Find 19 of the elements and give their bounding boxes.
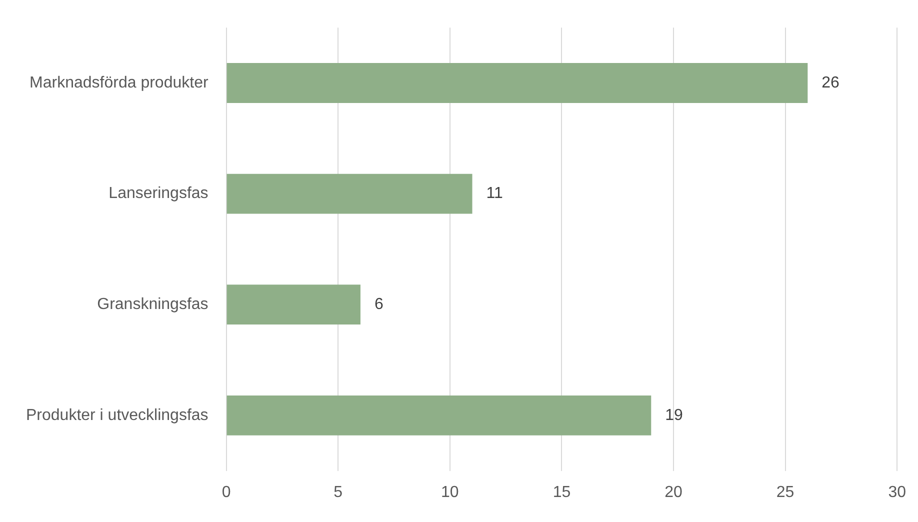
x-tick-label: 20	[664, 484, 683, 501]
y-tick-label: Lanseringsfas	[108, 185, 208, 202]
x-tick-label: 30	[888, 484, 906, 501]
data-label: 11	[486, 185, 503, 202]
x-tick-label: 10	[441, 484, 459, 501]
bar	[226, 395, 652, 436]
x-tick-label: 5	[334, 484, 343, 501]
y-tick-label: Granskningsfas	[97, 296, 208, 314]
data-label: 6	[374, 296, 384, 314]
x-tick-label: 0	[222, 484, 231, 501]
x-tick-label: 15	[552, 484, 571, 501]
y-tick-label: Produkter i utvecklingsfas	[26, 406, 208, 424]
bar	[226, 284, 360, 325]
data-label: 19	[665, 406, 684, 424]
bar	[226, 63, 808, 103]
data-label: 26	[822, 74, 840, 92]
x-tick-label: 25	[776, 484, 794, 501]
y-tick-label: Marknadsförda produkter	[30, 74, 209, 92]
bar	[226, 174, 472, 214]
